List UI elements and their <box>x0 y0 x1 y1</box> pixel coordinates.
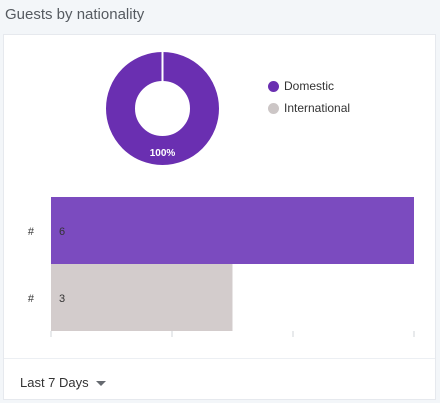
footer-divider <box>4 358 435 359</box>
bar-chart-axis <box>50 331 415 337</box>
legend-label-domestic: Domestic <box>284 79 335 93</box>
chart-card: 100% Domestic International # # 6 3 Last… <box>3 34 436 400</box>
chevron-down-icon <box>95 380 106 386</box>
legend-item-domestic[interactable]: Domestic <box>268 78 350 94</box>
donut-data-label: 100% <box>150 148 176 159</box>
bar-chart: # # 6 3 <box>28 197 415 337</box>
date-range-label: Last 7 Days <box>20 375 89 390</box>
bar-international[interactable] <box>51 264 233 331</box>
bar-data-label: 3 <box>59 293 65 305</box>
legend-item-international[interactable]: International <box>268 100 350 116</box>
bar-category-label: # <box>28 293 35 305</box>
legend: Domestic International <box>268 78 350 122</box>
legend-dot-domestic <box>268 80 279 92</box>
bar-domestic[interactable] <box>51 197 414 264</box>
legend-label-international: International <box>284 101 351 115</box>
bar-category-label: # <box>28 226 35 238</box>
date-range-dropdown[interactable]: Last 7 Days <box>20 375 106 390</box>
donut-chart: 100% <box>106 52 219 165</box>
legend-dot-international <box>268 102 279 114</box>
bar-data-label: 6 <box>59 226 65 238</box>
widget-title: Guests by nationality <box>5 6 145 23</box>
